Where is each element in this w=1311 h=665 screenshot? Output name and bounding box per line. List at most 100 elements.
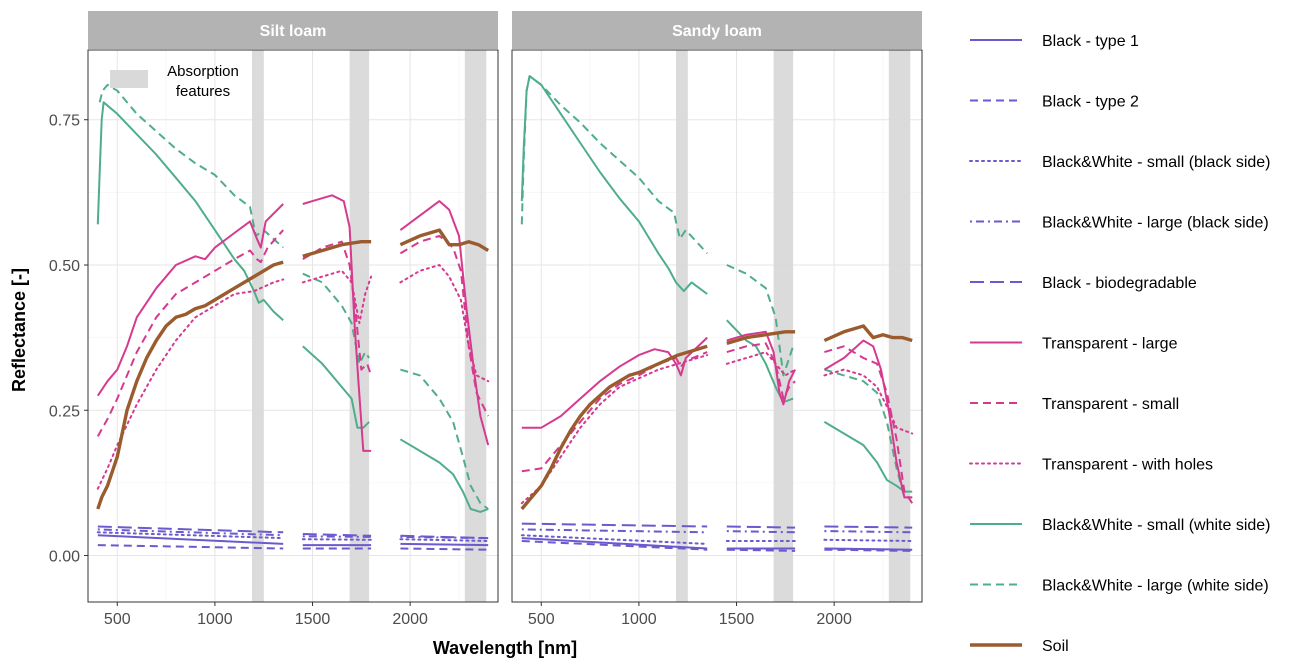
legend-label: Black&White - large (black side) [1042, 215, 1269, 232]
series-line-transparent-with-holes [96, 278, 285, 490]
series-line-black-biodegradable [302, 533, 372, 537]
legend-label: Transparent - large [1042, 336, 1178, 353]
legend-label: Black&White - small (white side) [1042, 517, 1271, 534]
series-line-transparent-large [302, 194, 372, 452]
facet-title: Silt loam [260, 23, 327, 40]
absorption-band [676, 50, 688, 602]
x-tick-label: 1000 [621, 611, 657, 628]
panels-layer: Silt loam 500 1000 1500 2000 0.00 0.25 0.50 0.75… [49, 11, 923, 628]
absorption-band [349, 50, 370, 602]
legend-item-black-and-white-small-black-side: Black&White - small (black side) [969, 154, 1271, 171]
series-line-black-and-white-large-white-side [302, 272, 370, 365]
series-line-black-and-white-large-white-side [400, 368, 489, 510]
legend-label: Black&White - large (white side) [1042, 578, 1269, 595]
x-tick-label: 2000 [392, 611, 428, 628]
series-line-black-type-2 [726, 548, 796, 552]
series-line-black-and-white-small-black-side [399, 538, 490, 542]
panel-silt-loam: Silt loam 500 1000 1500 2000 0.00 0.25 0.50 0.75… [49, 11, 499, 628]
legend-label: Soil [1042, 638, 1069, 655]
series-line-black-and-white-large-black-side [302, 535, 372, 538]
legend-label: Black - biodegradable [1042, 275, 1197, 292]
series-line-black-type-1 [521, 537, 708, 550]
legend-item-black-biodegradable: Black - biodegradable [970, 275, 1197, 292]
series-line-transparent-large [521, 336, 708, 429]
series-line-black-type-2 [400, 547, 489, 551]
x-tick-label: 500 [528, 611, 555, 628]
y-tick-label: 0.50 [49, 258, 80, 275]
series-line-black-type-2 [824, 548, 913, 552]
series-line-soil [823, 324, 913, 343]
series-lines [96, 83, 490, 551]
x-tick-label: 1000 [197, 611, 233, 628]
series-line-transparent-with-holes [399, 264, 490, 383]
legend-item-transparent-small: Transparent - small [970, 396, 1179, 413]
absorption-band [252, 50, 264, 602]
series-line-transparent-with-holes [725, 351, 797, 377]
legend-label: Black&White - small (black side) [1042, 154, 1271, 171]
series-line-black-biodegradable [726, 525, 796, 529]
series-line-transparent-small [521, 351, 708, 473]
series-line-black-biodegradable [400, 534, 489, 540]
legend-label: Transparent - with holes [1042, 457, 1213, 474]
y-axis-title: Reflectance [-] [9, 268, 29, 392]
legend-item-soil: Soil [970, 638, 1069, 655]
panel-border [87, 49, 499, 603]
series-line-transparent-large [823, 339, 913, 499]
series-line-black-biodegradable [824, 525, 913, 529]
series-line-soil [520, 344, 708, 511]
series-line-black-and-white-large-black-side [726, 530, 796, 534]
panel-sandy-loam: Sandy loam 500 1000 1500 2000 [511, 11, 923, 628]
series-line-black-and-white-small-black-side [823, 538, 914, 542]
series-line-black-and-white-large-white-side [520, 75, 708, 255]
legend-label: Black - type 1 [1042, 33, 1139, 50]
axis-titles: Wavelength [nm] Reflectance [-] [9, 268, 577, 658]
y-tick-label: 0.75 [49, 113, 80, 130]
series-line-black-and-white-small-white-side [520, 75, 708, 295]
series-line-soil [96, 260, 284, 510]
legend-label: Black - type 2 [1042, 94, 1139, 111]
legend-label: Transparent - small [1042, 396, 1179, 413]
series-line-transparent-small [399, 234, 490, 417]
absorption-key-swatch [110, 70, 148, 88]
legend-item-transparent-with-holes: Transparent - with holes [969, 457, 1213, 474]
series-line-black-biodegradable [521, 522, 708, 528]
x-axis-title: Wavelength [nm] [433, 638, 577, 658]
facet-title: Sandy loam [672, 23, 762, 40]
series-line-black-type-2 [521, 540, 708, 551]
absorption-key-label: features [176, 83, 230, 100]
absorption-band [773, 50, 794, 602]
series-line-black-and-white-large-black-side [97, 528, 284, 537]
series-line-transparent-small [726, 342, 796, 400]
series-line-black-and-white-small-white-side [96, 101, 284, 321]
x-tick-label: 1500 [295, 611, 331, 628]
series-line-black-and-white-large-black-side [521, 528, 708, 534]
legend-item-black-and-white-large-white-side: Black&White - large (white side) [970, 578, 1269, 595]
series-line-transparent-large [399, 200, 490, 446]
panel-border [511, 49, 923, 603]
legend-item-transparent-large: Transparent - large [970, 336, 1178, 353]
series-line-black-and-white-large-black-side [824, 530, 913, 534]
series-line-soil [302, 240, 372, 258]
y-tick-label: 0.00 [49, 549, 80, 566]
legend-item-black-and-white-large-black-side: Black&White - large (black side) [970, 215, 1269, 232]
series-line-black-and-white-small-white-side [399, 438, 489, 513]
series-line-soil [726, 330, 796, 346]
series-line-transparent-large [96, 203, 284, 397]
absorption-key-label: Absorption [167, 63, 239, 80]
absorption-band [464, 50, 487, 602]
series-line-transparent-with-holes [520, 354, 709, 505]
series-line-transparent-small [96, 229, 284, 437]
series-line-black-and-white-small-black-side [301, 538, 373, 541]
series-line-black-type-2 [97, 544, 284, 550]
absorption-band [888, 50, 911, 602]
series-line-black-type-1 [97, 534, 284, 545]
series-line-black-biodegradable [97, 525, 284, 534]
series-line-transparent-with-holes [301, 269, 373, 325]
series-line-transparent-with-holes [823, 368, 914, 435]
series-line-black-and-white-small-white-side [302, 345, 370, 429]
series-line-black-type-1 [400, 542, 489, 547]
x-tick-label: 2000 [816, 611, 852, 628]
series-line-black-type-1 [824, 547, 913, 551]
